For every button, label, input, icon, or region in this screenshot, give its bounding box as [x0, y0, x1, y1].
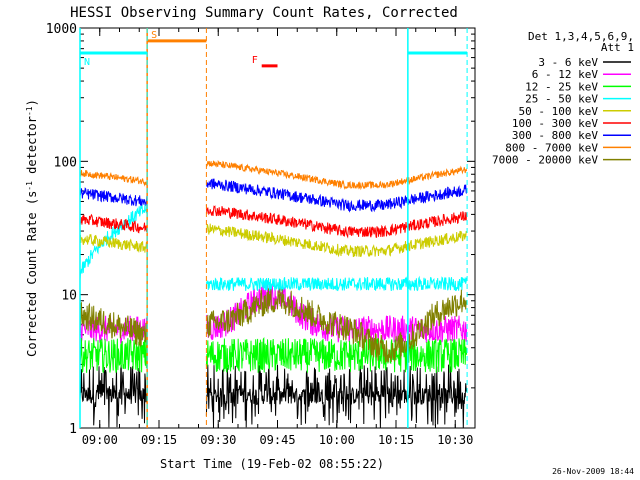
flag-label-0: S [151, 30, 157, 41]
x-tick-label: 09:45 [259, 433, 295, 447]
y-tick-label: 1 [69, 422, 77, 437]
x-axis-label: Start Time (19-Feb-02 08:55:22) [160, 457, 384, 471]
series-lines [79, 159, 468, 428]
legend-header: Att 1 [601, 41, 634, 54]
chart-title: HESSI Observing Summary Count Rates, Cor… [70, 5, 458, 21]
legend-label-5: 100 - 300 keV [512, 117, 598, 130]
flag-label-3: F [252, 55, 258, 66]
x-tick-label: 10:00 [319, 433, 355, 447]
x-tick-label: 10:15 [378, 433, 414, 447]
flags: S N F [79, 28, 468, 428]
series-line-4 [79, 223, 468, 258]
series-line-5 [79, 204, 468, 239]
series-line-0 [79, 364, 468, 428]
x-tick-label: 09:30 [200, 433, 236, 447]
y-tick-label: 100 [54, 155, 77, 170]
legend-label-3: 25 - 50 keV [525, 93, 598, 106]
y-tick-label: 1000 [46, 22, 77, 37]
legend-header: Det 1,3,4,5,6,9, [528, 30, 634, 43]
legend-label-7: 800 - 7000 keV [505, 141, 598, 154]
legend-label-2: 12 - 25 keV [525, 80, 598, 93]
legend-label-0: 3 - 6 keV [538, 56, 598, 69]
y-tick-label: 10 [61, 289, 77, 304]
timestamp: 26-Nov-2009 18:44 [552, 467, 634, 476]
legend-label-6: 300 - 800 keV [512, 129, 598, 142]
x-tick-label: 10:30 [437, 433, 473, 447]
plot-area: 1 10 100 1000 09:00 09:15 09:30 09:45 10:00 10:15… [46, 22, 476, 447]
x-tick-label: 09:15 [141, 433, 177, 447]
series-line-3 [79, 201, 468, 293]
legend-label-1: 6 - 12 keV [532, 68, 599, 81]
series-line-8 [79, 288, 468, 363]
legend-label-4: 50 - 100 keV [519, 105, 599, 118]
x-tick-label: 09:00 [82, 433, 118, 447]
flag-label-1: N [84, 57, 90, 68]
legend-label-8: 7000 - 20000 keV [492, 154, 598, 167]
series-line-7 [79, 159, 468, 191]
y-axis-label: Corrected Count Rate (s-1 detector-1) [25, 99, 40, 357]
series-line-2 [79, 336, 468, 373]
series-line-6 [79, 178, 467, 213]
